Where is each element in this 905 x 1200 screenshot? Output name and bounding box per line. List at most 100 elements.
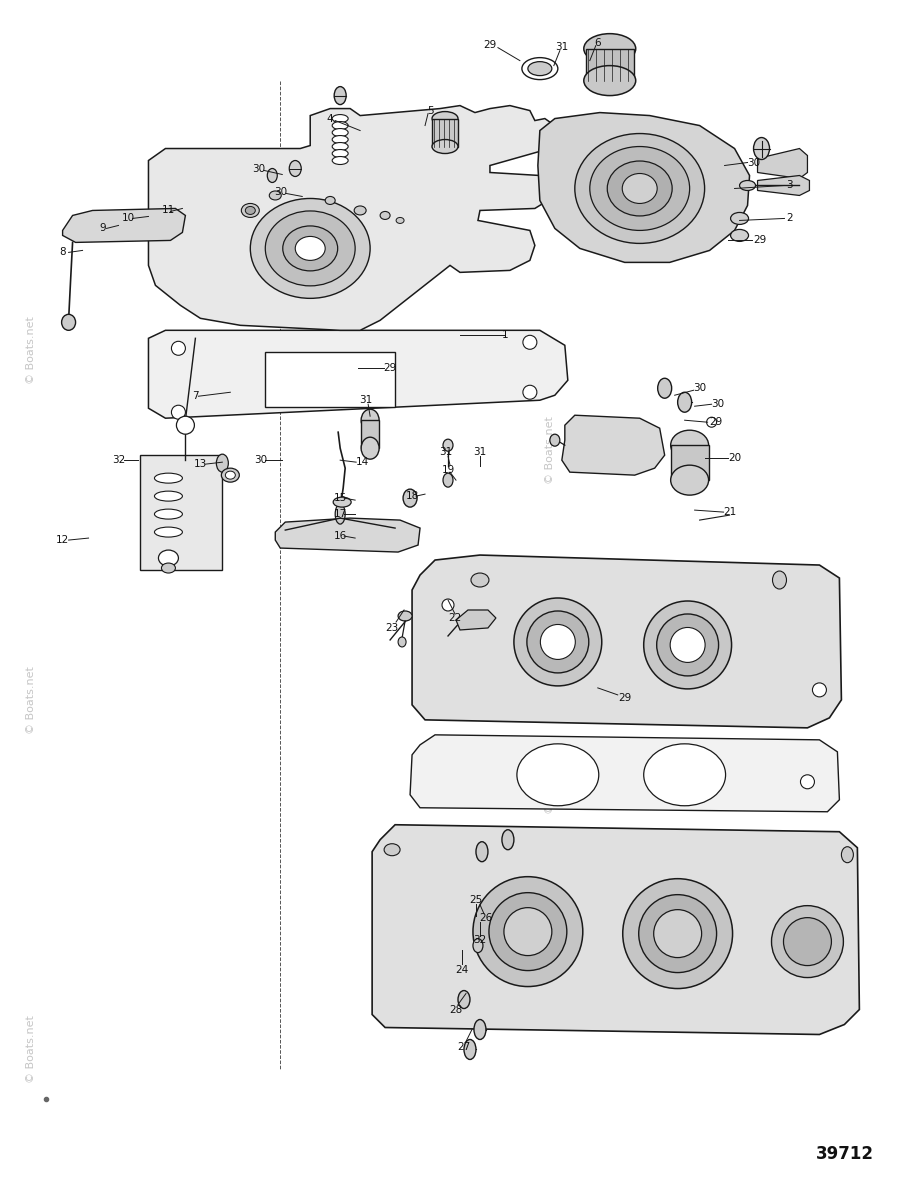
Ellipse shape xyxy=(473,938,483,953)
Text: 39712: 39712 xyxy=(815,1145,873,1163)
Ellipse shape xyxy=(332,143,348,150)
Polygon shape xyxy=(757,175,809,196)
Ellipse shape xyxy=(155,491,183,502)
Text: 29: 29 xyxy=(753,235,767,246)
Bar xyxy=(432,119,458,146)
Ellipse shape xyxy=(325,197,335,204)
Ellipse shape xyxy=(489,893,567,971)
Ellipse shape xyxy=(335,504,345,524)
Bar xyxy=(361,420,379,448)
Text: 29: 29 xyxy=(483,40,497,49)
Ellipse shape xyxy=(842,847,853,863)
Ellipse shape xyxy=(527,611,589,673)
Ellipse shape xyxy=(282,226,338,271)
Text: 30: 30 xyxy=(273,187,287,198)
Ellipse shape xyxy=(403,490,417,508)
Text: 1: 1 xyxy=(501,330,509,341)
Text: 29: 29 xyxy=(709,418,722,427)
Ellipse shape xyxy=(754,138,769,160)
Text: 31: 31 xyxy=(440,448,452,457)
Polygon shape xyxy=(456,610,496,630)
Text: 25: 25 xyxy=(470,895,482,905)
Ellipse shape xyxy=(707,418,717,427)
Ellipse shape xyxy=(171,406,186,419)
Ellipse shape xyxy=(361,437,379,460)
Ellipse shape xyxy=(332,136,348,144)
Ellipse shape xyxy=(222,468,239,482)
Ellipse shape xyxy=(443,473,453,487)
Text: 10: 10 xyxy=(122,214,135,223)
Text: 31: 31 xyxy=(359,395,373,406)
Ellipse shape xyxy=(813,683,826,697)
Bar xyxy=(671,445,709,480)
Text: 8: 8 xyxy=(60,247,66,258)
Polygon shape xyxy=(148,330,567,419)
Text: 32: 32 xyxy=(112,455,125,466)
Ellipse shape xyxy=(584,34,635,64)
Ellipse shape xyxy=(523,335,537,349)
Ellipse shape xyxy=(62,314,76,330)
Ellipse shape xyxy=(550,434,560,446)
Ellipse shape xyxy=(657,614,719,676)
Text: 29: 29 xyxy=(618,692,632,703)
Polygon shape xyxy=(562,415,664,475)
Ellipse shape xyxy=(332,150,348,157)
Ellipse shape xyxy=(623,878,732,989)
Ellipse shape xyxy=(643,601,731,689)
Ellipse shape xyxy=(176,416,195,434)
Text: 26: 26 xyxy=(480,913,492,923)
Polygon shape xyxy=(757,149,807,179)
Ellipse shape xyxy=(671,628,705,662)
Text: 30: 30 xyxy=(693,383,706,394)
Text: 7: 7 xyxy=(192,391,199,401)
Ellipse shape xyxy=(643,744,726,805)
Ellipse shape xyxy=(158,550,178,566)
Ellipse shape xyxy=(522,58,557,79)
Ellipse shape xyxy=(155,509,183,520)
Ellipse shape xyxy=(504,907,552,955)
Ellipse shape xyxy=(678,392,691,413)
Text: 6: 6 xyxy=(595,37,601,48)
Text: 30: 30 xyxy=(711,400,724,409)
Text: © Boats.net: © Boats.net xyxy=(25,1015,35,1084)
Ellipse shape xyxy=(739,180,756,191)
Ellipse shape xyxy=(290,161,301,176)
Ellipse shape xyxy=(380,211,390,220)
Text: © Boats.net: © Boats.net xyxy=(545,746,555,814)
Ellipse shape xyxy=(471,574,489,587)
Ellipse shape xyxy=(474,1020,486,1039)
Polygon shape xyxy=(372,824,860,1034)
Text: 18: 18 xyxy=(405,491,419,502)
Text: 20: 20 xyxy=(728,454,741,463)
Ellipse shape xyxy=(730,229,748,241)
Ellipse shape xyxy=(332,128,348,137)
Ellipse shape xyxy=(730,212,748,224)
Ellipse shape xyxy=(332,121,348,130)
Text: 21: 21 xyxy=(723,508,736,517)
Ellipse shape xyxy=(623,174,657,204)
Text: © Boats.net: © Boats.net xyxy=(25,666,35,734)
Text: © Boats.net: © Boats.net xyxy=(25,317,35,384)
Ellipse shape xyxy=(517,744,599,805)
Text: 3: 3 xyxy=(786,180,793,191)
Ellipse shape xyxy=(523,385,537,400)
Text: 15: 15 xyxy=(334,493,347,503)
Text: 12: 12 xyxy=(56,535,69,545)
Polygon shape xyxy=(538,113,749,263)
Bar xyxy=(265,353,395,407)
Text: 2: 2 xyxy=(786,214,793,223)
Ellipse shape xyxy=(653,910,701,958)
Ellipse shape xyxy=(432,139,458,154)
Ellipse shape xyxy=(354,206,367,215)
Text: 30: 30 xyxy=(747,157,760,168)
Text: © Boats.net: © Boats.net xyxy=(545,416,555,484)
Ellipse shape xyxy=(171,341,186,355)
Ellipse shape xyxy=(590,146,690,230)
Text: 28: 28 xyxy=(450,1004,462,1014)
Text: 19: 19 xyxy=(442,466,454,475)
Text: 30: 30 xyxy=(252,163,265,174)
Text: 4: 4 xyxy=(327,114,334,124)
Ellipse shape xyxy=(398,637,406,647)
Ellipse shape xyxy=(800,775,814,788)
Text: 16: 16 xyxy=(334,532,347,541)
